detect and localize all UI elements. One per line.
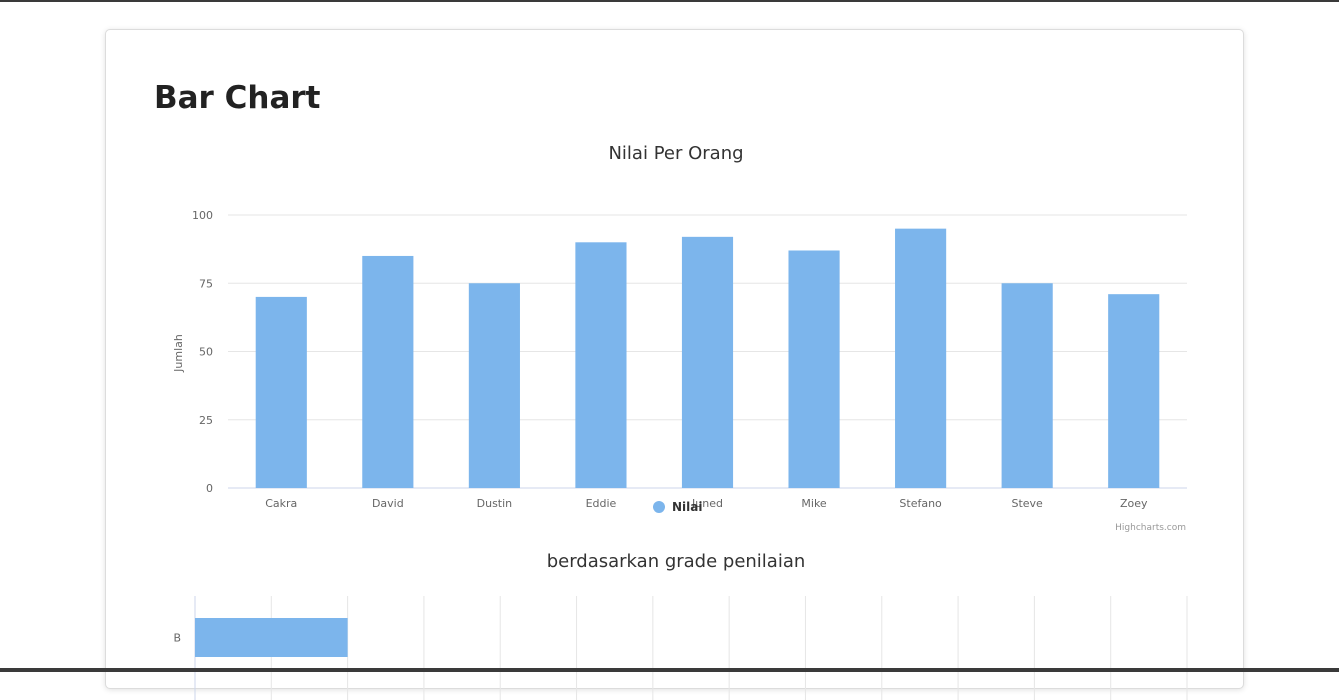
bar-david[interactable] (362, 255, 414, 488)
bar-mike[interactable] (788, 250, 840, 488)
x-tick-label: Zoey (1120, 497, 1148, 510)
bar-chart-x-ticks: Cakra David Dustin Eddie Juned Mike Stefano Ste… (265, 497, 1148, 510)
grade-chart-title: berdasarkan grade penilaian (547, 551, 806, 572)
y-tick-label: 75 (199, 277, 213, 290)
credits-link[interactable]: Highcharts.com (1115, 523, 1186, 533)
bar-zoey[interactable] (1108, 294, 1160, 488)
bar-steve[interactable] (1001, 283, 1053, 488)
grade-chart-bars (195, 618, 348, 657)
window-bottom-edge (0, 668, 1339, 672)
bar-stefano[interactable] (895, 228, 947, 488)
y-tick-label: 100 (192, 209, 213, 222)
bar-chart-bars (255, 228, 1160, 488)
chart-card: Bar Chart Nilai Per Orang 0 25 50 75 100 Jum… (105, 29, 1244, 700)
bar-chart: Nilai Per Orang 0 25 50 75 100 Jumlah Cakra D… (172, 143, 1187, 533)
x-tick-label: Cakra (265, 497, 297, 510)
x-tick-label: Steve (1011, 497, 1043, 510)
page-title: Bar Chart (154, 80, 321, 116)
bar-dustin[interactable] (468, 283, 520, 488)
bar-juned[interactable] (681, 236, 734, 488)
bar-chart-y-ticks: 0 25 50 75 100 (192, 209, 213, 495)
bar-chart-title: Nilai Per Orang (608, 143, 743, 164)
y-category-label: B (173, 632, 181, 645)
x-tick-label: Eddie (586, 497, 617, 510)
legend-label: Nilai (672, 500, 702, 514)
x-tick-label: Stefano (899, 497, 942, 510)
y-tick-label: 50 (199, 346, 213, 359)
x-tick-label: Mike (801, 497, 827, 510)
legend-symbol-icon (653, 501, 665, 513)
y-tick-label: 0 (206, 482, 213, 495)
legend-item-nilai[interactable]: Nilai (653, 500, 702, 514)
x-tick-label: Dustin (477, 497, 513, 510)
bar-eddie[interactable] (575, 242, 627, 488)
bar-grade-b[interactable] (195, 618, 348, 657)
grade-chart-category-labels: B (173, 632, 181, 645)
y-tick-label: 25 (199, 414, 213, 427)
y-axis-title: Jumlah (172, 334, 185, 373)
x-tick-label: Juned (691, 497, 723, 510)
x-tick-label: David (372, 497, 404, 510)
bar-cakra[interactable] (255, 296, 307, 488)
grade-chart: berdasarkan grade penilaian B (173, 551, 1188, 700)
